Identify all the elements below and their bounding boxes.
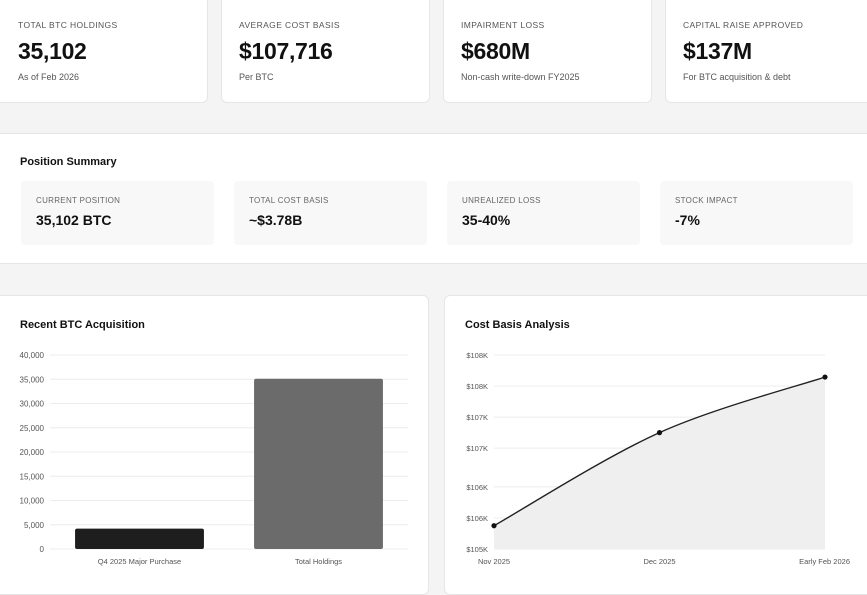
mini-value: ~$3.78B: [249, 212, 303, 228]
x-tick-label: Dec 2025: [643, 557, 675, 566]
stat-label: AVERAGE COST BASIS: [239, 20, 340, 30]
y-tick-label: 5,000: [24, 521, 45, 530]
acquisition-bar-chart: 0 5,000 10,000 15,000 20,000 25,000 30,000 35,0…: [20, 351, 408, 566]
stat-sub: For BTC acquisition & debt: [683, 72, 791, 82]
stat-sub: Per BTC: [239, 72, 274, 82]
stat-label: TOTAL BTC HOLDINGS: [18, 20, 118, 30]
stat-card-avg-cost: AVERAGE COST BASIS $107,716 Per BTC: [221, 0, 430, 103]
y-tick-label: 20,000: [20, 448, 45, 457]
summary-stock-impact: STOCK IMPACT -7%: [660, 181, 853, 245]
mini-label: UNREALIZED LOSS: [462, 196, 541, 205]
x-tick-label: Early Feb 2026: [799, 557, 850, 566]
mini-value: -7%: [675, 212, 700, 228]
chart-title: Recent BTC Acquisition: [20, 319, 145, 331]
y-tick-label: $107K: [466, 444, 488, 453]
data-point: [491, 523, 497, 529]
stat-value: $107,716: [239, 38, 333, 64]
stat-value: $137M: [683, 38, 752, 64]
stat-label: IMPAIRMENT LOSS: [461, 20, 545, 30]
x-tick-label: Total Holdings: [295, 557, 342, 566]
stat-value: 35,102: [18, 38, 87, 64]
stat-card-btc-holdings: TOTAL BTC HOLDINGS 35,102 As of Feb 2026: [0, 0, 208, 103]
stat-sub: As of Feb 2026: [18, 72, 80, 82]
data-point: [822, 374, 828, 380]
summary-current-position: CURRENT POSITION 35,102 BTC: [21, 181, 214, 245]
x-tick-label: Nov 2025: [478, 557, 510, 566]
y-tick-label: 25,000: [20, 424, 45, 433]
y-tick-label: $107K: [466, 413, 488, 422]
mini-value: 35-40%: [462, 212, 511, 228]
y-tick-label: $106K: [466, 514, 488, 523]
stat-card-impairment: IMPAIRMENT LOSS $680M Non-cash write-dow…: [443, 0, 652, 103]
y-tick-label: $105K: [466, 545, 488, 554]
y-tick-label: 35,000: [20, 375, 45, 384]
y-tick-label: 10,000: [20, 497, 45, 506]
data-point: [656, 430, 663, 436]
summary-unrealized-loss: UNREALIZED LOSS 35-40%: [447, 181, 640, 245]
mini-label: TOTAL COST BASIS: [249, 196, 329, 205]
summary-total-cost-basis: TOTAL COST BASIS ~$3.78B: [234, 181, 427, 245]
mini-value: 35,102 BTC: [36, 212, 112, 228]
y-tick-label: $108K: [466, 382, 488, 391]
stat-value: $680M: [461, 38, 530, 64]
y-tick-label: 15,000: [20, 472, 45, 481]
section-title: Position Summary: [20, 156, 117, 168]
stat-card-capital-raise: CAPITAL RAISE APPROVED $137M For BTC acq…: [665, 0, 867, 103]
y-tick-label: $108K: [466, 351, 488, 360]
bar: [254, 378, 383, 549]
position-summary-card: Position Summary CURRENT POSITION 35,102…: [0, 133, 867, 264]
area-fill: [494, 377, 825, 549]
y-tick-label: 0: [40, 545, 45, 554]
mini-label: STOCK IMPACT: [675, 196, 738, 205]
bar: [75, 528, 204, 549]
chart-title: Cost Basis Analysis: [465, 319, 570, 331]
y-tick-label: $106K: [466, 483, 488, 492]
y-tick-label: 30,000: [20, 400, 45, 409]
mini-label: CURRENT POSITION: [36, 196, 121, 205]
stat-sub: Non-cash write-down FY2025: [461, 72, 580, 82]
y-tick-label: 40,000: [20, 351, 45, 360]
cost-basis-line-chart: $105K $106K $106K $107K $107K $108K $108K Nov 2…: [466, 351, 850, 566]
x-tick-label: Q4 2025 Major Purchase: [98, 557, 181, 566]
stat-label: CAPITAL RAISE APPROVED: [683, 20, 804, 30]
